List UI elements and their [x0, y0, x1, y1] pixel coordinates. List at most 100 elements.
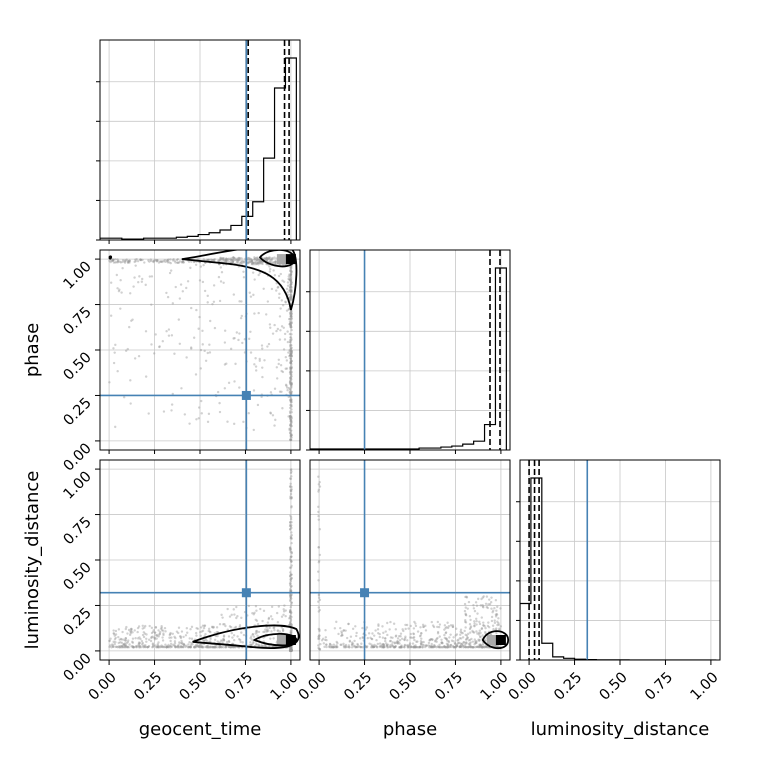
scatter-point: [317, 514, 320, 518]
scatter-point: [131, 318, 134, 321]
scatter-point: [484, 639, 488, 642]
scatter-point: [214, 634, 218, 638]
scatter-point: [464, 645, 467, 649]
scatter-point: [455, 644, 458, 647]
scatter-point: [124, 349, 128, 352]
scatter-point: [289, 289, 293, 292]
scatter-point: [463, 629, 466, 633]
scatter-point: [124, 644, 128, 647]
scatter-point: [281, 279, 284, 282]
scatter-point: [183, 644, 186, 647]
scatter-point: [289, 497, 292, 500]
scatter-point: [409, 632, 413, 636]
scatter-point: [169, 639, 172, 643]
scatter-point: [188, 422, 191, 425]
scatter-point: [281, 370, 285, 374]
scatter-point: [288, 311, 292, 314]
scatter-point: [288, 485, 292, 488]
scatter-point: [114, 636, 117, 640]
scatter-point: [126, 640, 129, 644]
scatter-point: [385, 644, 388, 647]
scatter-point: [464, 626, 467, 629]
scatter-point: [382, 646, 385, 649]
scatter-point: [347, 646, 351, 649]
scatter-point: [290, 364, 293, 368]
scatter-point: [258, 271, 262, 275]
scatter-point: [131, 641, 135, 644]
xtick-label: 0.75: [432, 670, 466, 704]
scatter-point: [288, 647, 292, 650]
scatter-point: [290, 270, 293, 273]
scatter-point: [208, 646, 212, 649]
scatter-point: [277, 362, 280, 366]
ytick-label: 0.25: [61, 605, 95, 639]
scatter-point: [325, 638, 328, 642]
scatter-point: [498, 627, 501, 630]
scatter-point: [254, 357, 257, 360]
scatter-point: [289, 614, 292, 618]
scatter-point: [470, 637, 473, 641]
scatter-point: [290, 276, 293, 280]
scatter-point: [256, 261, 260, 265]
scatter-point: [288, 415, 292, 418]
scatter-point: [212, 626, 215, 629]
scatter-point: [132, 646, 136, 649]
scatter-point: [323, 645, 326, 649]
scatter-point: [493, 619, 496, 622]
scatter-point: [221, 616, 224, 619]
scatter-point: [154, 626, 158, 629]
scatter-point: [342, 644, 346, 648]
scatter-point: [112, 261, 116, 264]
scatter-point: [289, 424, 292, 427]
scatter-point: [290, 317, 293, 320]
scatter-point: [499, 607, 502, 610]
scatter-point: [232, 259, 235, 262]
scatter-point: [337, 632, 340, 636]
scatter-point: [176, 261, 179, 264]
scatter-point: [181, 645, 185, 649]
scatter-point: [114, 343, 117, 347]
scatter-point: [289, 391, 293, 395]
scatter-point: [265, 259, 269, 262]
scatter-point: [288, 623, 292, 627]
scatter-point: [196, 645, 200, 648]
scatter-point: [206, 420, 210, 424]
ylabel-phase: phase: [22, 323, 43, 377]
scatter-point: [143, 644, 146, 647]
scatter-point: [436, 630, 440, 634]
scatter-point: [127, 639, 130, 642]
scatter-point: [290, 564, 293, 567]
scatter-point: [276, 377, 279, 380]
scatter-point: [458, 645, 461, 649]
scatter-point: [440, 646, 443, 649]
scatter-point: [474, 640, 477, 643]
scatter-point: [289, 324, 293, 327]
scatter-point: [202, 626, 206, 630]
scatter-point: [289, 280, 292, 284]
scatter-point: [444, 631, 448, 634]
scatter-point: [117, 645, 121, 648]
scatter-point: [469, 645, 472, 648]
scatter-point: [430, 645, 434, 648]
scatter-point: [289, 438, 292, 441]
scatter-point: [281, 304, 285, 307]
scatter-point: [289, 574, 292, 578]
scatter-point: [144, 624, 147, 628]
scatter-point: [409, 636, 412, 639]
scatter-point: [289, 382, 292, 386]
scatter-point: [317, 596, 321, 600]
scatter-point: [318, 634, 321, 637]
scatter-point: [369, 636, 372, 640]
scatter-point: [464, 646, 467, 649]
scatter-point: [289, 649, 292, 652]
scatter-point: [375, 646, 379, 649]
scatter-point: [284, 609, 287, 612]
scatter-point: [243, 338, 247, 341]
scatter-point: [118, 638, 121, 641]
scatter-point: [290, 505, 293, 508]
scatter-point: [142, 631, 146, 634]
scatter-point: [288, 521, 292, 524]
scatter-points: [108, 256, 294, 442]
scatter-point: [290, 281, 293, 284]
scatter-point: [122, 643, 125, 646]
